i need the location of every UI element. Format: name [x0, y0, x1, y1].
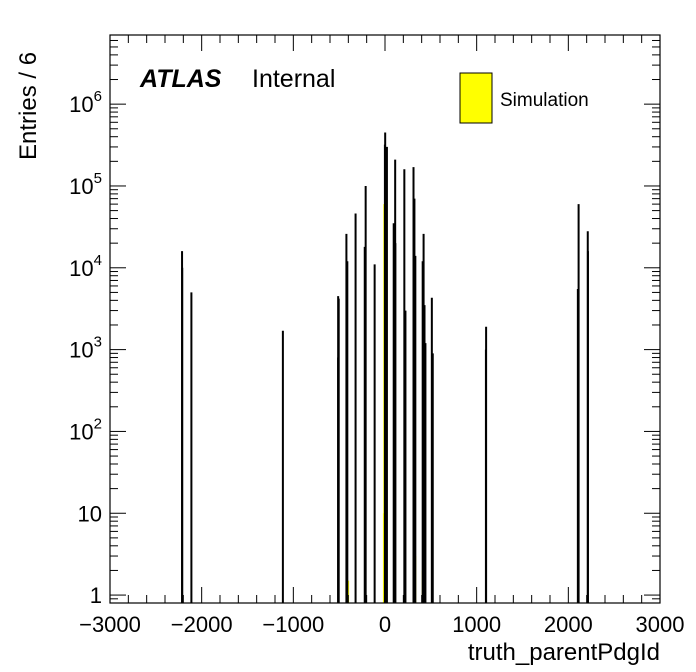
- x-tick-label-0: −3000: [79, 612, 141, 637]
- y-tick-label-3: 103: [69, 334, 102, 363]
- y-axis-label: Entries / 6: [15, 52, 42, 160]
- x-tick-label-2: −1000: [262, 612, 324, 637]
- y-tick-label-5: 105: [69, 170, 102, 199]
- histogram-bars: [181, 132, 589, 603]
- y-tick-label-6: 106: [69, 88, 102, 117]
- axis-ticks: [109, 34, 661, 604]
- x-axis-label: truth_parentPdgId: [468, 639, 660, 666]
- x-tick-label-5: 2000: [544, 612, 593, 637]
- x-tick-label-6: 3000: [636, 612, 685, 637]
- x-tick-label-3: 0: [379, 612, 391, 637]
- y-tick-label-2: 102: [69, 415, 102, 444]
- atlas-label: ATLAS: [139, 65, 222, 93]
- internal-label: Internal: [252, 65, 335, 93]
- y-tick-label-4: 104: [69, 252, 102, 281]
- y-tick-labels: 1 10 102 103 104 105 106: [69, 88, 102, 608]
- x-tick-labels: −3000 −2000 −1000 0 1000 2000 3000: [79, 612, 684, 637]
- legend-swatch-simulation: [459, 72, 493, 124]
- x-tick-label-4: 1000: [452, 612, 501, 637]
- y-tick-label-1: 10: [78, 501, 102, 526]
- x-tick-label-1: −2000: [171, 612, 233, 637]
- legend-label-simulation: Simulation: [500, 90, 589, 111]
- y-tick-label-0: 1: [90, 583, 102, 608]
